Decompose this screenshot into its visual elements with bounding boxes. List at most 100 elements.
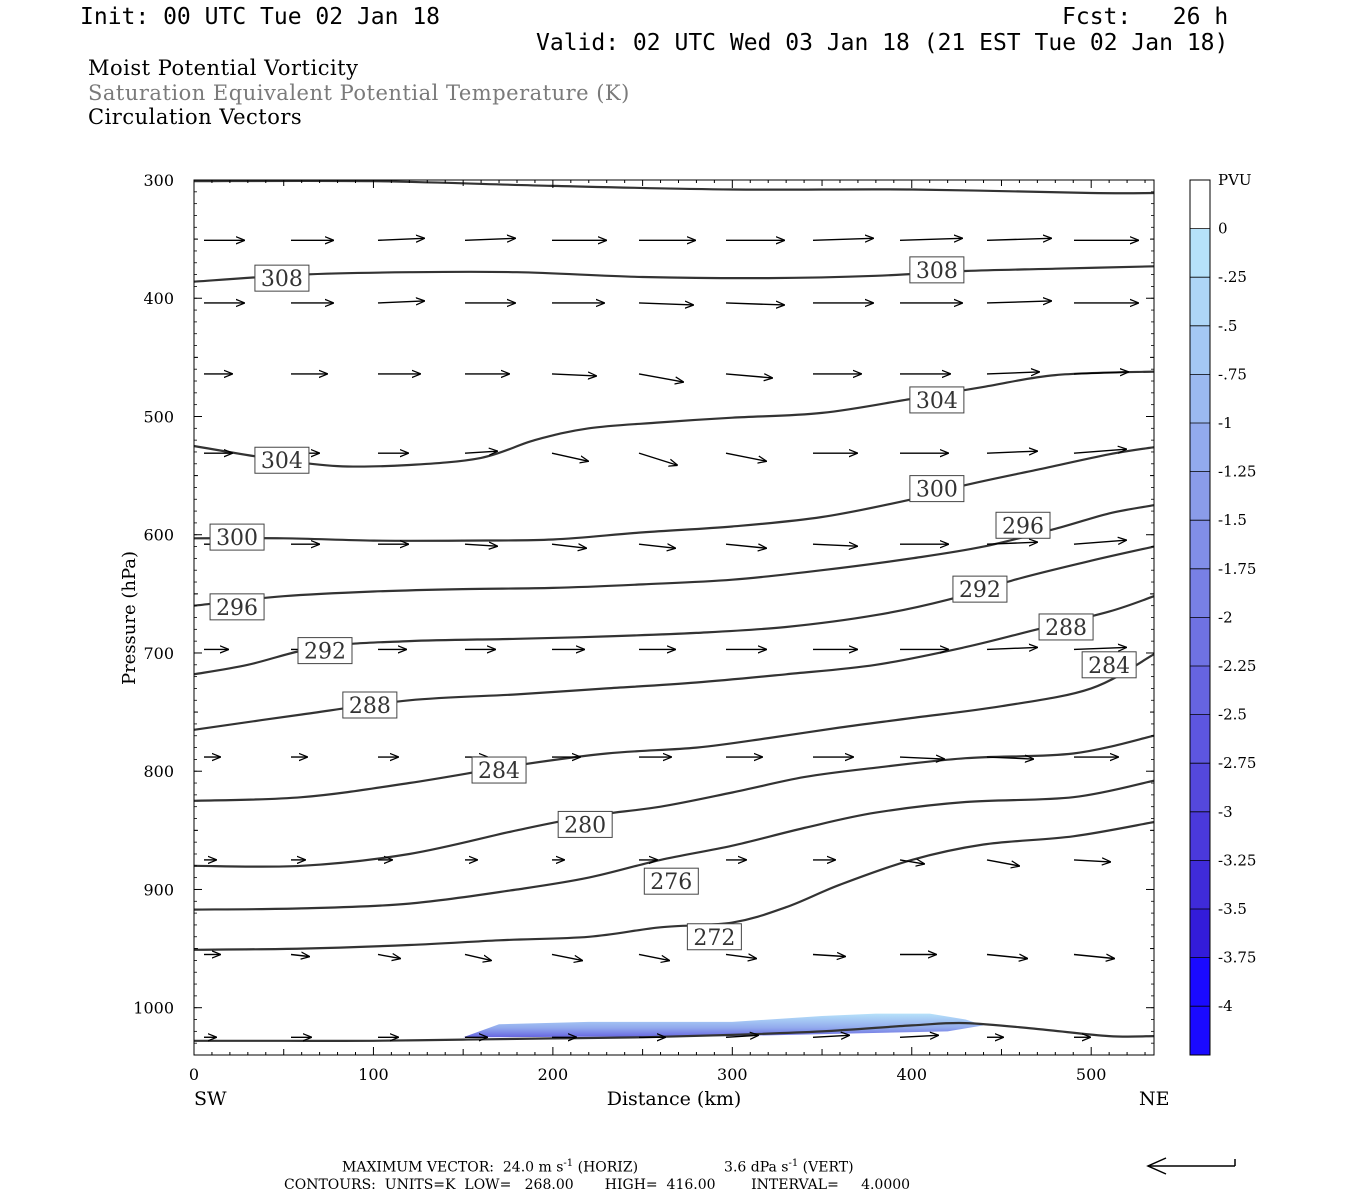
svg-text:276: 276 [650,870,692,895]
colorbar: 0 -.25 -.5 -.75 -1 -1.25 -1.5 -1.75 -2 -2.25 -2.5 -… [1189,179,1256,1056]
wind-vector [377,301,424,303]
wind-vector [986,859,1019,866]
contour-label-288: 288 [342,691,398,719]
colorbar-swatch [1190,714,1210,764]
colorbar-swatch [1190,909,1210,958]
colorbar-label: -3.25 [1218,851,1256,869]
y-tick-label: 1000 [133,999,174,1018]
valid-time: Valid: 02 UTC Wed 03 Jan 18 (21 EST Tue … [536,30,1229,56]
isentrope-308 [193,265,1155,283]
wind-vector [638,953,669,960]
x-tick-label: 100 [358,1065,389,1084]
wind-vector [812,238,873,240]
y-tick-label: 900 [143,880,174,899]
colorbar-label: 0 [1218,220,1228,238]
y-tick-label: 700 [143,644,174,663]
wind-vector [986,301,1051,303]
wind-vector [1073,954,1114,958]
svg-text:284: 284 [478,759,520,784]
x-tick-label: 400 [896,1065,927,1084]
svg-text:296: 296 [1002,514,1044,539]
isentrope-contours [193,179,1155,1042]
mpv-shading [463,1013,984,1038]
svg-text:304: 304 [261,449,303,474]
wind-vector [725,954,756,958]
wind-vector [986,647,1037,649]
wind-vector [725,374,772,378]
wind-vector [899,757,944,759]
colorbar-label: -2.25 [1218,657,1256,675]
svg-text:304: 304 [916,389,958,414]
contour-label-308: 308 [254,264,310,292]
colorbar-label: -1.25 [1218,463,1256,481]
isentrope-284 [193,653,1155,802]
wind-vector [464,544,497,546]
colorbar-swatch [1190,180,1210,229]
colorbar-swatch [1190,325,1210,375]
wind-vector [725,452,766,461]
isentrope-300 [193,446,1155,542]
contour-label-300: 300 [209,523,265,551]
reference-vector-icon [1146,1157,1236,1175]
y-tick-label: 400 [143,289,174,308]
plot-frame [193,179,1155,1056]
wind-vector [551,953,582,960]
x-tick-label: 300 [717,1065,748,1084]
colorbar-swatch [1190,423,1210,472]
contour-label-292: 292 [952,575,1008,603]
wind-vector [464,451,497,453]
contour-label-280: 280 [557,810,613,838]
colorbar-unit: PVU [1218,171,1252,189]
colorbar-label: -1.75 [1218,560,1256,578]
colorbar-label: -2 [1218,608,1233,626]
colorbar-swatch [1190,617,1210,666]
svg-text:308: 308 [916,259,958,284]
y-tick-label: 800 [143,762,174,781]
wind-vector [551,374,596,376]
isentrope-276 [193,779,1155,911]
colorbar-label: -2.5 [1218,706,1247,724]
wind-vector [1073,647,1126,649]
svg-text:284: 284 [1088,654,1130,679]
wind-vector [1073,372,1128,374]
wind-vector [551,452,588,461]
x-label-right: NE [1139,1088,1170,1110]
wind-vector [986,542,1037,544]
colorbar-label: -.75 [1218,365,1247,383]
title-mpv: Moist Potential Vorticity [88,56,359,80]
wind-vector [377,954,400,958]
svg-text:296: 296 [216,596,258,621]
colorbar-label: -.5 [1218,317,1237,335]
contour-label-300: 300 [909,475,965,503]
colorbar-label: -2.75 [1218,754,1256,772]
circulation-vectors [204,238,1138,1037]
isentrope-304 [193,370,1155,468]
max-vector-text: MAXIMUM VECTOR: 24.0 m s-1 (HORIZ) 3.6 dP… [342,1158,854,1176]
contour-label-296: 296 [995,511,1051,539]
svg-text:272: 272 [693,926,735,951]
colorbar-swatch [1190,763,1210,812]
colorbar-swatch [1190,471,1210,521]
wind-vector [725,1035,758,1037]
colorbar-swatch [1190,277,1210,326]
wind-vector [725,544,766,548]
y-tick-label: 300 [143,171,174,190]
wind-vector [551,544,586,548]
wind-vector [986,757,1033,759]
colorbar-swatch [1190,374,1210,423]
wind-vector [1073,860,1110,862]
x-tick-label: 0 [189,1065,199,1084]
wind-vector [986,372,1039,374]
colorbar-label: -4 [1218,997,1233,1015]
wind-vector [725,303,784,305]
contour-label-272: 272 [686,923,742,951]
contour-label-284: 284 [1081,651,1137,679]
colorbar-swatch [1190,860,1210,909]
mpv-shaded-area [463,1013,984,1038]
wind-vector [464,953,491,960]
wind-vector [1073,540,1126,544]
y-axis-title: Pressure (hPa) [119,551,140,685]
colorbar-label: -3.5 [1218,900,1247,918]
x-tick-label: 500 [1076,1065,1107,1084]
